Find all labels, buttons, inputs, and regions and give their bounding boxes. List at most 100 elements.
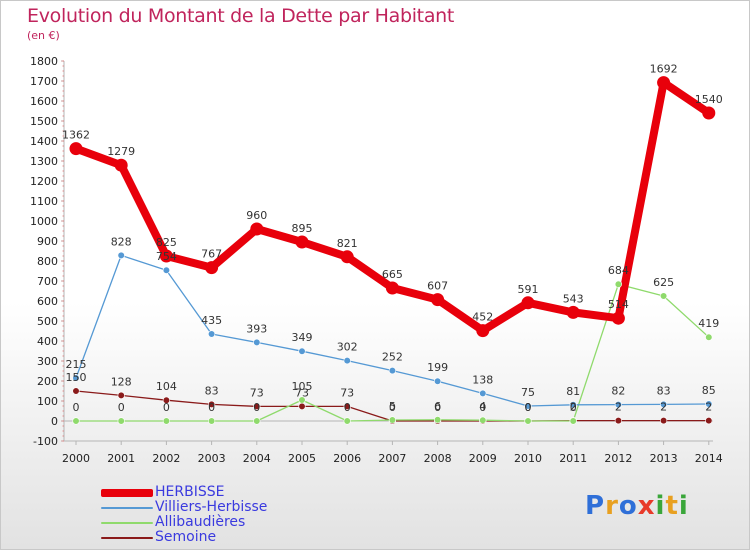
x-tick-label: 2013 — [650, 452, 678, 465]
logo-letter: P — [585, 491, 606, 521]
legend-label: HERBISSE — [155, 484, 225, 500]
data-label: 2 — [570, 401, 577, 414]
data-label: 895 — [292, 222, 313, 235]
data-label: 81 — [566, 385, 580, 398]
data-point — [479, 416, 487, 424]
data-label: 591 — [518, 283, 539, 296]
data-label: 665 — [382, 268, 403, 281]
legend-swatch — [101, 506, 153, 509]
data-point — [253, 402, 261, 411]
data-point — [205, 261, 219, 275]
y-tick-label: 1400 — [30, 135, 58, 148]
data-point — [705, 417, 713, 425]
y-tick-label: 1100 — [30, 195, 58, 208]
data-label: 302 — [337, 341, 358, 354]
data-label: 138 — [472, 373, 493, 386]
data-label: 828 — [111, 235, 132, 248]
data-point — [72, 374, 80, 382]
data-label: 821 — [337, 237, 358, 250]
data-label: 514 — [608, 298, 629, 311]
y-tick-label: 1800 — [30, 55, 58, 68]
data-label: 85 — [702, 384, 716, 397]
legend-label: Villiers-Herbisse — [155, 499, 268, 515]
x-tick-label: 2008 — [424, 452, 452, 465]
data-point — [208, 330, 216, 338]
chart-subtitle: (en €) — [27, 29, 60, 42]
data-point — [659, 292, 668, 300]
data-point — [343, 357, 351, 365]
x-tick-label: 2009 — [469, 452, 497, 465]
data-label: 0 — [118, 401, 125, 414]
data-point — [569, 417, 577, 425]
x-tick-label: 2005 — [288, 452, 316, 465]
data-point — [524, 417, 532, 425]
data-point — [388, 416, 397, 424]
data-label: 105 — [292, 380, 313, 393]
legend-label: Semoine — [155, 529, 217, 545]
data-point — [298, 402, 306, 411]
x-tick-label: 2002 — [152, 452, 180, 465]
data-label: 128 — [111, 375, 132, 388]
data-label: 825 — [156, 236, 177, 249]
data-point — [295, 235, 309, 249]
data-label: 2 — [660, 401, 667, 414]
legend-swatch — [101, 488, 153, 497]
data-point — [569, 401, 577, 409]
data-point — [117, 391, 125, 400]
data-label: 960 — [246, 209, 267, 222]
y-tick-label: 900 — [37, 235, 58, 248]
data-label: 1279 — [107, 145, 135, 158]
data-point — [431, 293, 445, 307]
data-label: 0 — [208, 401, 215, 414]
data-label: 82 — [611, 385, 625, 398]
data-point — [208, 417, 216, 425]
data-label: 75 — [521, 386, 535, 399]
data-point — [343, 417, 351, 425]
data-label: 684 — [608, 264, 629, 277]
data-label: 5 — [389, 400, 396, 413]
data-label: 0 — [570, 401, 577, 414]
x-tick-label: 2011 — [559, 452, 587, 465]
data-label: 2 — [615, 401, 622, 414]
data-label: 150 — [66, 371, 87, 384]
x-tick-label: 2004 — [243, 452, 271, 465]
x-tick-label: 2000 — [62, 452, 90, 465]
data-point — [434, 416, 442, 424]
y-tick-label: 1500 — [30, 115, 58, 128]
data-label: 1692 — [650, 63, 678, 76]
data-label: 754 — [156, 250, 177, 263]
data-point — [117, 417, 125, 425]
data-point — [250, 222, 264, 236]
y-tick-label: 800 — [37, 255, 58, 268]
y-tick-label: -100 — [33, 435, 58, 448]
y-tick-label: 1600 — [30, 95, 58, 108]
data-label: 0 — [73, 401, 80, 414]
data-label: 0 — [434, 401, 441, 414]
logo-letter: r — [605, 491, 619, 521]
data-point — [524, 402, 532, 410]
y-tick-label: 100 — [37, 395, 58, 408]
x-tick-label: 2003 — [198, 452, 226, 465]
data-point — [72, 387, 80, 395]
data-label: 2 — [705, 401, 712, 414]
data-label: 6 — [434, 400, 441, 413]
logo-letter: i — [655, 491, 666, 521]
logo-letter: x — [637, 491, 656, 521]
data-label: 767 — [201, 248, 222, 261]
data-point — [705, 333, 713, 341]
data-label: 73 — [250, 386, 264, 399]
y-tick-label: 200 — [37, 375, 58, 388]
legend-label: Allibaudières — [155, 514, 246, 530]
data-label: 104 — [156, 380, 177, 393]
data-label: 0 — [479, 401, 486, 414]
data-label: 0 — [163, 401, 170, 414]
y-tick-label: 300 — [37, 355, 58, 368]
y-tick-label: 500 — [37, 315, 58, 328]
data-label: 607 — [427, 280, 448, 293]
y-tick-label: 1700 — [30, 75, 58, 88]
data-label: 349 — [292, 331, 313, 344]
data-point — [298, 347, 306, 355]
data-label: 73 — [295, 386, 309, 399]
